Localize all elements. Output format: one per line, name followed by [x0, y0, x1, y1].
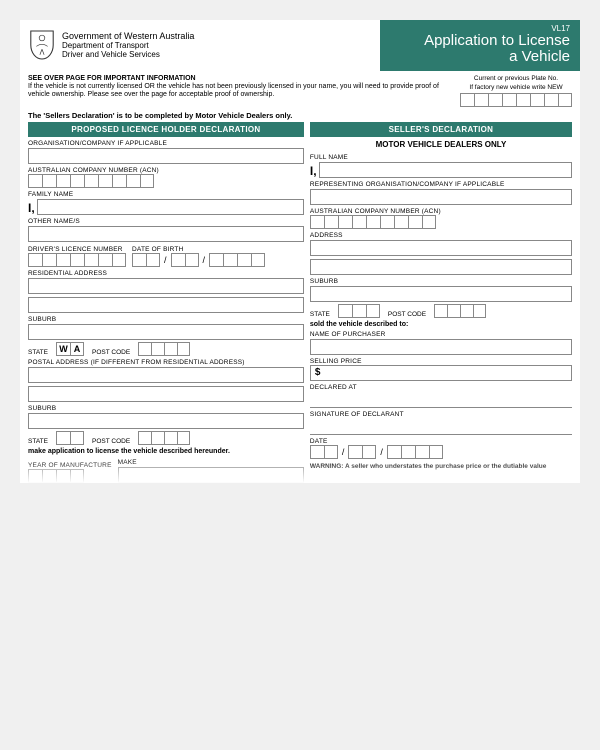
label-postal: POSTAL ADDRESS (IF DIFFERENT FROM RESIDE… — [28, 359, 304, 366]
intro-block: SEE OVER PAGE FOR IMPORTANT INFORMATION … — [20, 71, 580, 109]
label-address: ADDRESS — [310, 232, 572, 239]
intro-left: SEE OVER PAGE FOR IMPORTANT INFORMATION … — [28, 75, 450, 107]
form-title-2: a Vehicle — [390, 49, 570, 65]
columns: PROPOSED LICENCE HOLDER DECLARATION ORGA… — [20, 122, 580, 483]
dob-boxes[interactable]: / / — [132, 253, 265, 267]
gov-line3: Driver and Vehicle Services — [62, 50, 194, 59]
gov-line2: Department of Transport — [62, 41, 194, 50]
acn-boxes[interactable] — [28, 174, 304, 188]
header-right: VL17 Application to License a Vehicle — [380, 20, 580, 71]
dln-dob-row: DRIVER'S LICENCE NUMBER DATE OF BIRTH / … — [28, 243, 304, 267]
form-title-1: Application to License — [390, 33, 570, 49]
input-family[interactable] — [37, 199, 304, 215]
label-other: OTHER NAME/S — [28, 218, 304, 225]
input-addr2[interactable] — [310, 259, 572, 275]
input-purchaser[interactable] — [310, 339, 572, 355]
label-declared: DECLARED AT — [310, 384, 572, 391]
label-dob: DATE OF BIRTH — [132, 246, 265, 253]
label-purchaser: NAME OF PURCHASER — [310, 331, 572, 338]
label-price: SELLING PRICE — [310, 358, 572, 365]
family-row: I, — [28, 198, 304, 215]
make-application-line: make application to license the vehicle … — [28, 448, 304, 455]
label-pc-r: POST CODE — [388, 311, 426, 318]
label-signature: SIGNATURE OF DECLARANT — [310, 411, 572, 418]
sellers-note: The 'Sellers Declaration' is to be compl… — [20, 109, 580, 122]
input-signature[interactable] — [310, 419, 572, 435]
dln-boxes[interactable] — [28, 253, 126, 267]
label-family: FAMILY NAME — [28, 191, 304, 198]
state-pc-row-r: STATE POST CODE — [310, 304, 572, 318]
right-column: SELLER'S DECLARATION MOTOR VEHICLE DEALE… — [310, 122, 572, 483]
label-state1: STATE — [28, 349, 48, 356]
label-suburb1: SUBURB — [28, 316, 304, 323]
label-acn: AUSTRALIAN COMPANY NUMBER (ACN) — [28, 167, 304, 174]
input-other[interactable] — [28, 226, 304, 242]
input-res2[interactable] — [28, 297, 304, 313]
input-org[interactable] — [28, 148, 304, 164]
header: Government of Western Australia Departme… — [20, 20, 580, 71]
left-section-head: PROPOSED LICENCE HOLDER DECLARATION — [28, 122, 304, 137]
input-addr1[interactable] — [310, 240, 572, 256]
input-declared[interactable] — [310, 392, 572, 408]
label-fullname: FULL NAME — [310, 154, 572, 161]
sold-line: sold the vehicle described to: — [310, 321, 572, 328]
dealers-subhead: MOTOR VEHICLE DEALERS ONLY — [310, 137, 572, 151]
label-state-r: STATE — [310, 311, 330, 318]
label-suburb-r: SUBURB — [310, 278, 572, 285]
input-fullname[interactable] — [319, 162, 572, 178]
form-page: Government of Western Australia Departme… — [20, 20, 580, 483]
input-suburb2[interactable] — [28, 413, 304, 429]
label-dln: DRIVER'S LICENCE NUMBER — [28, 246, 126, 253]
label-rep-org: REPRESENTING ORGANISATION/COMPANY IF APP… — [310, 181, 572, 188]
bottom-fade — [20, 459, 580, 483]
gov-text: Government of Western Australia Departme… — [62, 31, 194, 60]
label-res: RESIDENTIAL ADDRESS — [28, 270, 304, 277]
right-section-head: SELLER'S DECLARATION — [310, 122, 572, 137]
label-org: ORGANISATION/COMPANY IF APPLICABLE — [28, 140, 304, 147]
state-pc-row2: STATE POST CODE — [28, 431, 304, 445]
input-suburb1[interactable] — [28, 324, 304, 340]
input-postal2[interactable] — [28, 386, 304, 402]
dob-block: DATE OF BIRTH / / — [132, 243, 265, 267]
see-over-heading: SEE OVER PAGE FOR IMPORTANT INFORMATION — [28, 75, 450, 83]
label-date: DATE — [310, 438, 572, 445]
state-boxes2[interactable] — [56, 431, 84, 445]
label-acn-r: AUSTRALIAN COMPANY NUMBER (ACN) — [310, 208, 572, 215]
state-boxes1[interactable]: W A — [56, 342, 84, 356]
fullname-row: I, — [310, 161, 572, 178]
acn-boxes-r[interactable] — [310, 215, 572, 229]
input-price[interactable]: $ — [310, 365, 572, 381]
plate-block: Current or previous Plate No. If factory… — [460, 75, 572, 107]
input-suburb-r[interactable] — [310, 286, 572, 302]
state-boxes-r[interactable] — [338, 304, 380, 318]
left-column: PROPOSED LICENCE HOLDER DECLARATION ORGA… — [28, 122, 304, 483]
input-res1[interactable] — [28, 278, 304, 294]
plate-label-1: Current or previous Plate No. — [460, 75, 572, 82]
header-left: Government of Western Australia Departme… — [20, 20, 380, 71]
plate-boxes[interactable] — [460, 93, 572, 107]
label-state2: STATE — [28, 438, 48, 445]
pc-boxes1[interactable] — [138, 342, 190, 356]
input-postal1[interactable] — [28, 367, 304, 383]
label-pc2: POST CODE — [92, 438, 130, 445]
gov-line1: Government of Western Australia — [62, 31, 194, 41]
intro-text: If the vehicle is not currently licensed… — [28, 83, 450, 100]
state-pc-row1: STATE W A POST CODE — [28, 342, 304, 356]
input-rep-org[interactable] — [310, 189, 572, 205]
pc-boxes-r[interactable] — [434, 304, 486, 318]
i-prefix-right: I, — [310, 164, 317, 178]
crest-icon — [28, 28, 56, 62]
label-pc1: POST CODE — [92, 349, 130, 356]
pc-boxes2[interactable] — [138, 431, 190, 445]
date-boxes[interactable]: / / — [310, 445, 572, 459]
dln-block: DRIVER'S LICENCE NUMBER — [28, 243, 126, 267]
plate-label-2: If factory new vehicle write NEW — [460, 84, 572, 91]
label-suburb2: SUBURB — [28, 405, 304, 412]
i-prefix-left: I, — [28, 201, 35, 215]
